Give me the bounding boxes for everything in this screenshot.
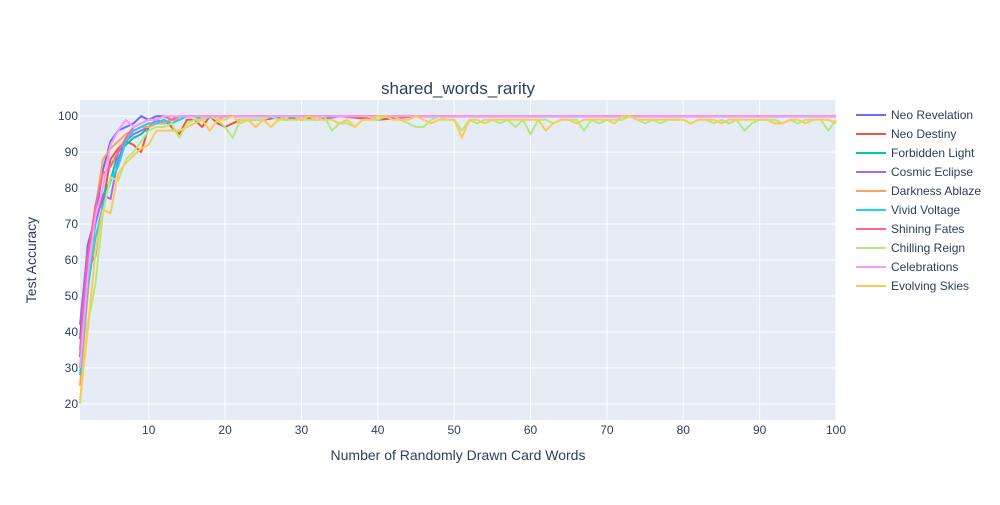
legend-label-vivid-voltage[interactable]: Vivid Voltage bbox=[891, 203, 960, 217]
chart-title: shared_words_rarity bbox=[381, 79, 536, 98]
legend-label-forbidden-light[interactable]: Forbidden Light bbox=[891, 146, 975, 160]
legend-label-chilling-reign[interactable]: Chilling Reign bbox=[891, 241, 965, 255]
x-tick-label: 70 bbox=[600, 423, 614, 437]
legend-label-neo-revelation[interactable]: Neo Revelation bbox=[891, 108, 973, 122]
x-tick-label: 20 bbox=[218, 423, 232, 437]
x-tick-label: 40 bbox=[371, 423, 385, 437]
y-axis-ticks: 20 30 40 50 60 70 80 90 100 bbox=[58, 109, 78, 411]
series-line-chilling-reign bbox=[79, 115, 837, 404]
series-line-evolving-skies bbox=[79, 115, 837, 401]
x-tick-label: 60 bbox=[524, 423, 538, 437]
x-tick-label: 10 bbox=[142, 423, 156, 437]
series-lines bbox=[79, 115, 837, 404]
x-tick-label: 100 bbox=[826, 423, 846, 437]
y-axis-label: Test Accuracy bbox=[23, 217, 39, 303]
x-tick-label: 50 bbox=[448, 423, 462, 437]
legend: Neo Revelation Neo Destiny Forbidden Light… bbox=[856, 108, 981, 293]
x-tick-label: 90 bbox=[753, 423, 767, 437]
y-tick-label: 80 bbox=[65, 181, 79, 195]
y-tick-label: 20 bbox=[65, 397, 79, 411]
legend-label-celebrations[interactable]: Celebrations bbox=[891, 260, 958, 274]
legend-label-cosmic-eclipse[interactable]: Cosmic Eclipse bbox=[891, 165, 973, 179]
legend-label-neo-destiny[interactable]: Neo Destiny bbox=[891, 127, 956, 141]
y-tick-label: 70 bbox=[65, 217, 79, 231]
y-tick-label: 30 bbox=[65, 361, 79, 375]
legend-label-shining-fates[interactable]: Shining Fates bbox=[891, 222, 964, 236]
y-tick-label: 50 bbox=[65, 289, 79, 303]
y-tick-label: 40 bbox=[65, 325, 79, 339]
y-tick-label: 100 bbox=[58, 109, 78, 123]
x-axis-ticks: 10 20 30 40 50 60 70 80 90 100 bbox=[142, 423, 846, 437]
x-tick-label: 80 bbox=[677, 423, 691, 437]
x-axis-label: Number of Randomly Drawn Card Words bbox=[331, 447, 586, 463]
y-tick-label: 60 bbox=[65, 253, 79, 267]
y-tick-label: 90 bbox=[65, 145, 79, 159]
series-line-celebrations bbox=[79, 115, 836, 368]
legend-label-darkness-ablaze[interactable]: Darkness Ablaze bbox=[891, 184, 981, 198]
legend-label-evolving-skies[interactable]: Evolving Skies bbox=[891, 279, 969, 293]
x-tick-label: 30 bbox=[295, 423, 309, 437]
